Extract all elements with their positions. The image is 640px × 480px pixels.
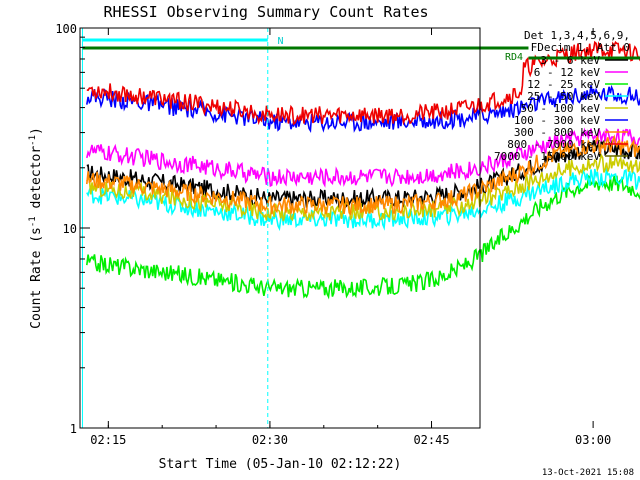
series-line-7 [86, 134, 640, 216]
y-axis-label-main: Count Rate (s [29, 227, 44, 329]
legend-entry-label: 800 - 7000 keV [507, 138, 600, 151]
night-label: N [277, 36, 283, 47]
chart-title: RHESSI Observing Summary Count Rates [103, 3, 428, 21]
legend-header-line: FDecim 1, Att 0 [531, 41, 630, 54]
legend: Det 1,3,4,5,6,9,FDecim 1, Att 03 - 6 keV… [494, 29, 630, 163]
y-tick-label: 10 [63, 222, 77, 236]
y-axis-label-end: ) [29, 127, 44, 135]
y-axis-label-middle: detector [29, 146, 44, 217]
legend-entry-label: 6 - 12 keV [534, 66, 601, 79]
legend-header-line: Det 1,3,4,5,6,9, [524, 29, 630, 42]
legend-entry-label: 3 - 6 keV [540, 54, 600, 67]
x-tick-label: 02:15 [90, 433, 126, 447]
timestamp: 13-Oct-2021 15:08 [542, 468, 634, 478]
series-line-3 [86, 174, 640, 300]
series-line-2 [86, 127, 640, 188]
plot-series [86, 40, 640, 300]
y-tick-label: 100 [55, 22, 77, 36]
legend-entry-label: 100 - 300 keV [514, 114, 600, 127]
x-tick-label: 03:00 [575, 433, 611, 447]
x-axis-label: Start Time (05-Jan-10 02:12:22) [159, 457, 402, 472]
x-tick-label: 02:45 [413, 433, 449, 447]
legend-entry-label: 7000 - 15000 keV [494, 150, 600, 163]
x-tick-label: 02:30 [252, 433, 288, 447]
rd4-label: RD4 [505, 52, 523, 63]
y-axis-ticks: 1 10 100 [55, 22, 90, 436]
y-axis-label: Count Rate (s-1 detector-1) [28, 127, 44, 329]
legend-entry-label: 25 - 50 keV [527, 90, 600, 103]
y-tick-label: 1 [70, 422, 77, 436]
series-line-5 [86, 153, 640, 222]
annotations: NRD4RD0 [81, 28, 640, 428]
y-axis-label-sup-2: -1 [28, 135, 38, 146]
series-line-8 [86, 40, 640, 126]
legend-entry-label: 12 - 25 keV [527, 78, 600, 91]
legend-entry-label: 300 - 800 keV [514, 126, 600, 139]
y-axis-label-sup-1: -1 [28, 216, 38, 227]
legend-entry-label: 50 - 100 keV [521, 102, 601, 115]
